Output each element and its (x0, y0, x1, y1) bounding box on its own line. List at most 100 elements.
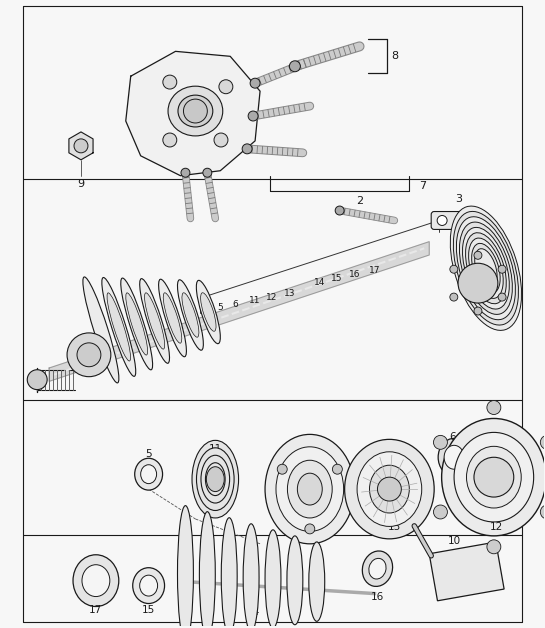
Ellipse shape (444, 445, 464, 469)
Ellipse shape (438, 438, 470, 476)
Circle shape (433, 505, 447, 519)
Text: 16: 16 (349, 269, 360, 279)
Circle shape (461, 215, 471, 225)
Circle shape (77, 343, 101, 367)
Circle shape (540, 435, 545, 449)
Ellipse shape (467, 447, 521, 508)
Circle shape (163, 75, 177, 89)
Ellipse shape (265, 435, 355, 544)
Ellipse shape (178, 506, 193, 628)
Ellipse shape (168, 86, 223, 136)
Ellipse shape (344, 440, 434, 539)
Ellipse shape (469, 238, 503, 298)
Circle shape (242, 144, 252, 154)
Circle shape (74, 139, 88, 153)
Ellipse shape (201, 455, 229, 503)
Ellipse shape (196, 280, 220, 344)
Ellipse shape (82, 565, 110, 597)
Circle shape (277, 464, 287, 474)
Ellipse shape (126, 293, 148, 355)
Ellipse shape (370, 465, 409, 513)
Ellipse shape (450, 206, 522, 330)
Text: 4: 4 (296, 522, 303, 532)
Circle shape (474, 307, 482, 315)
Ellipse shape (221, 517, 237, 628)
Ellipse shape (243, 524, 259, 628)
Text: 4: 4 (203, 305, 208, 315)
Circle shape (67, 333, 111, 377)
Text: 13: 13 (284, 289, 295, 298)
Ellipse shape (159, 279, 186, 357)
Text: 10: 10 (447, 536, 461, 546)
Ellipse shape (83, 277, 119, 383)
Ellipse shape (144, 293, 165, 349)
Circle shape (474, 457, 514, 497)
Ellipse shape (298, 473, 322, 505)
Ellipse shape (178, 95, 213, 127)
Text: 6: 6 (232, 300, 238, 308)
Circle shape (248, 111, 258, 121)
Ellipse shape (192, 440, 239, 518)
Text: 2: 2 (356, 195, 363, 205)
Ellipse shape (199, 512, 215, 628)
Ellipse shape (207, 467, 224, 492)
Text: 9: 9 (77, 179, 84, 188)
Circle shape (250, 78, 260, 88)
Ellipse shape (287, 536, 303, 625)
Circle shape (487, 540, 501, 554)
Ellipse shape (205, 463, 225, 495)
Text: 17: 17 (89, 605, 102, 615)
Ellipse shape (369, 558, 386, 579)
Ellipse shape (441, 418, 545, 536)
Text: 15: 15 (142, 605, 155, 615)
Circle shape (27, 370, 47, 389)
Ellipse shape (265, 530, 281, 628)
Circle shape (433, 435, 447, 449)
Circle shape (335, 206, 344, 215)
Ellipse shape (456, 217, 516, 320)
Ellipse shape (121, 278, 153, 370)
Ellipse shape (197, 448, 234, 511)
Circle shape (163, 133, 177, 147)
FancyBboxPatch shape (431, 212, 477, 229)
Text: 12: 12 (267, 293, 278, 301)
Bar (429, 542, 504, 601)
Ellipse shape (463, 227, 510, 309)
Text: 6: 6 (449, 432, 456, 442)
Ellipse shape (102, 278, 136, 376)
Circle shape (332, 464, 342, 474)
Ellipse shape (201, 293, 216, 332)
Ellipse shape (459, 222, 512, 315)
Text: 14: 14 (246, 607, 260, 617)
Text: 13: 13 (387, 522, 401, 532)
Circle shape (184, 99, 207, 123)
Circle shape (498, 293, 506, 301)
Text: 11: 11 (250, 296, 261, 305)
Circle shape (450, 293, 458, 301)
Text: 15: 15 (331, 274, 342, 283)
Circle shape (378, 477, 401, 501)
Ellipse shape (141, 465, 156, 484)
Text: 7: 7 (419, 181, 426, 191)
Circle shape (458, 263, 498, 303)
Ellipse shape (107, 293, 131, 361)
Circle shape (487, 401, 501, 414)
Circle shape (540, 505, 545, 519)
Ellipse shape (178, 280, 203, 350)
Text: 14: 14 (314, 278, 325, 286)
Circle shape (437, 215, 447, 225)
Ellipse shape (465, 233, 506, 304)
Text: 1: 1 (182, 288, 189, 298)
Ellipse shape (140, 575, 158, 596)
Ellipse shape (453, 212, 518, 325)
Text: 12: 12 (490, 522, 504, 532)
Text: 17: 17 (369, 266, 380, 274)
Ellipse shape (73, 555, 119, 607)
Circle shape (450, 265, 458, 273)
Ellipse shape (182, 293, 199, 337)
Circle shape (305, 524, 315, 534)
Circle shape (214, 133, 228, 147)
Circle shape (219, 80, 233, 94)
Ellipse shape (357, 452, 422, 526)
Circle shape (289, 61, 300, 72)
